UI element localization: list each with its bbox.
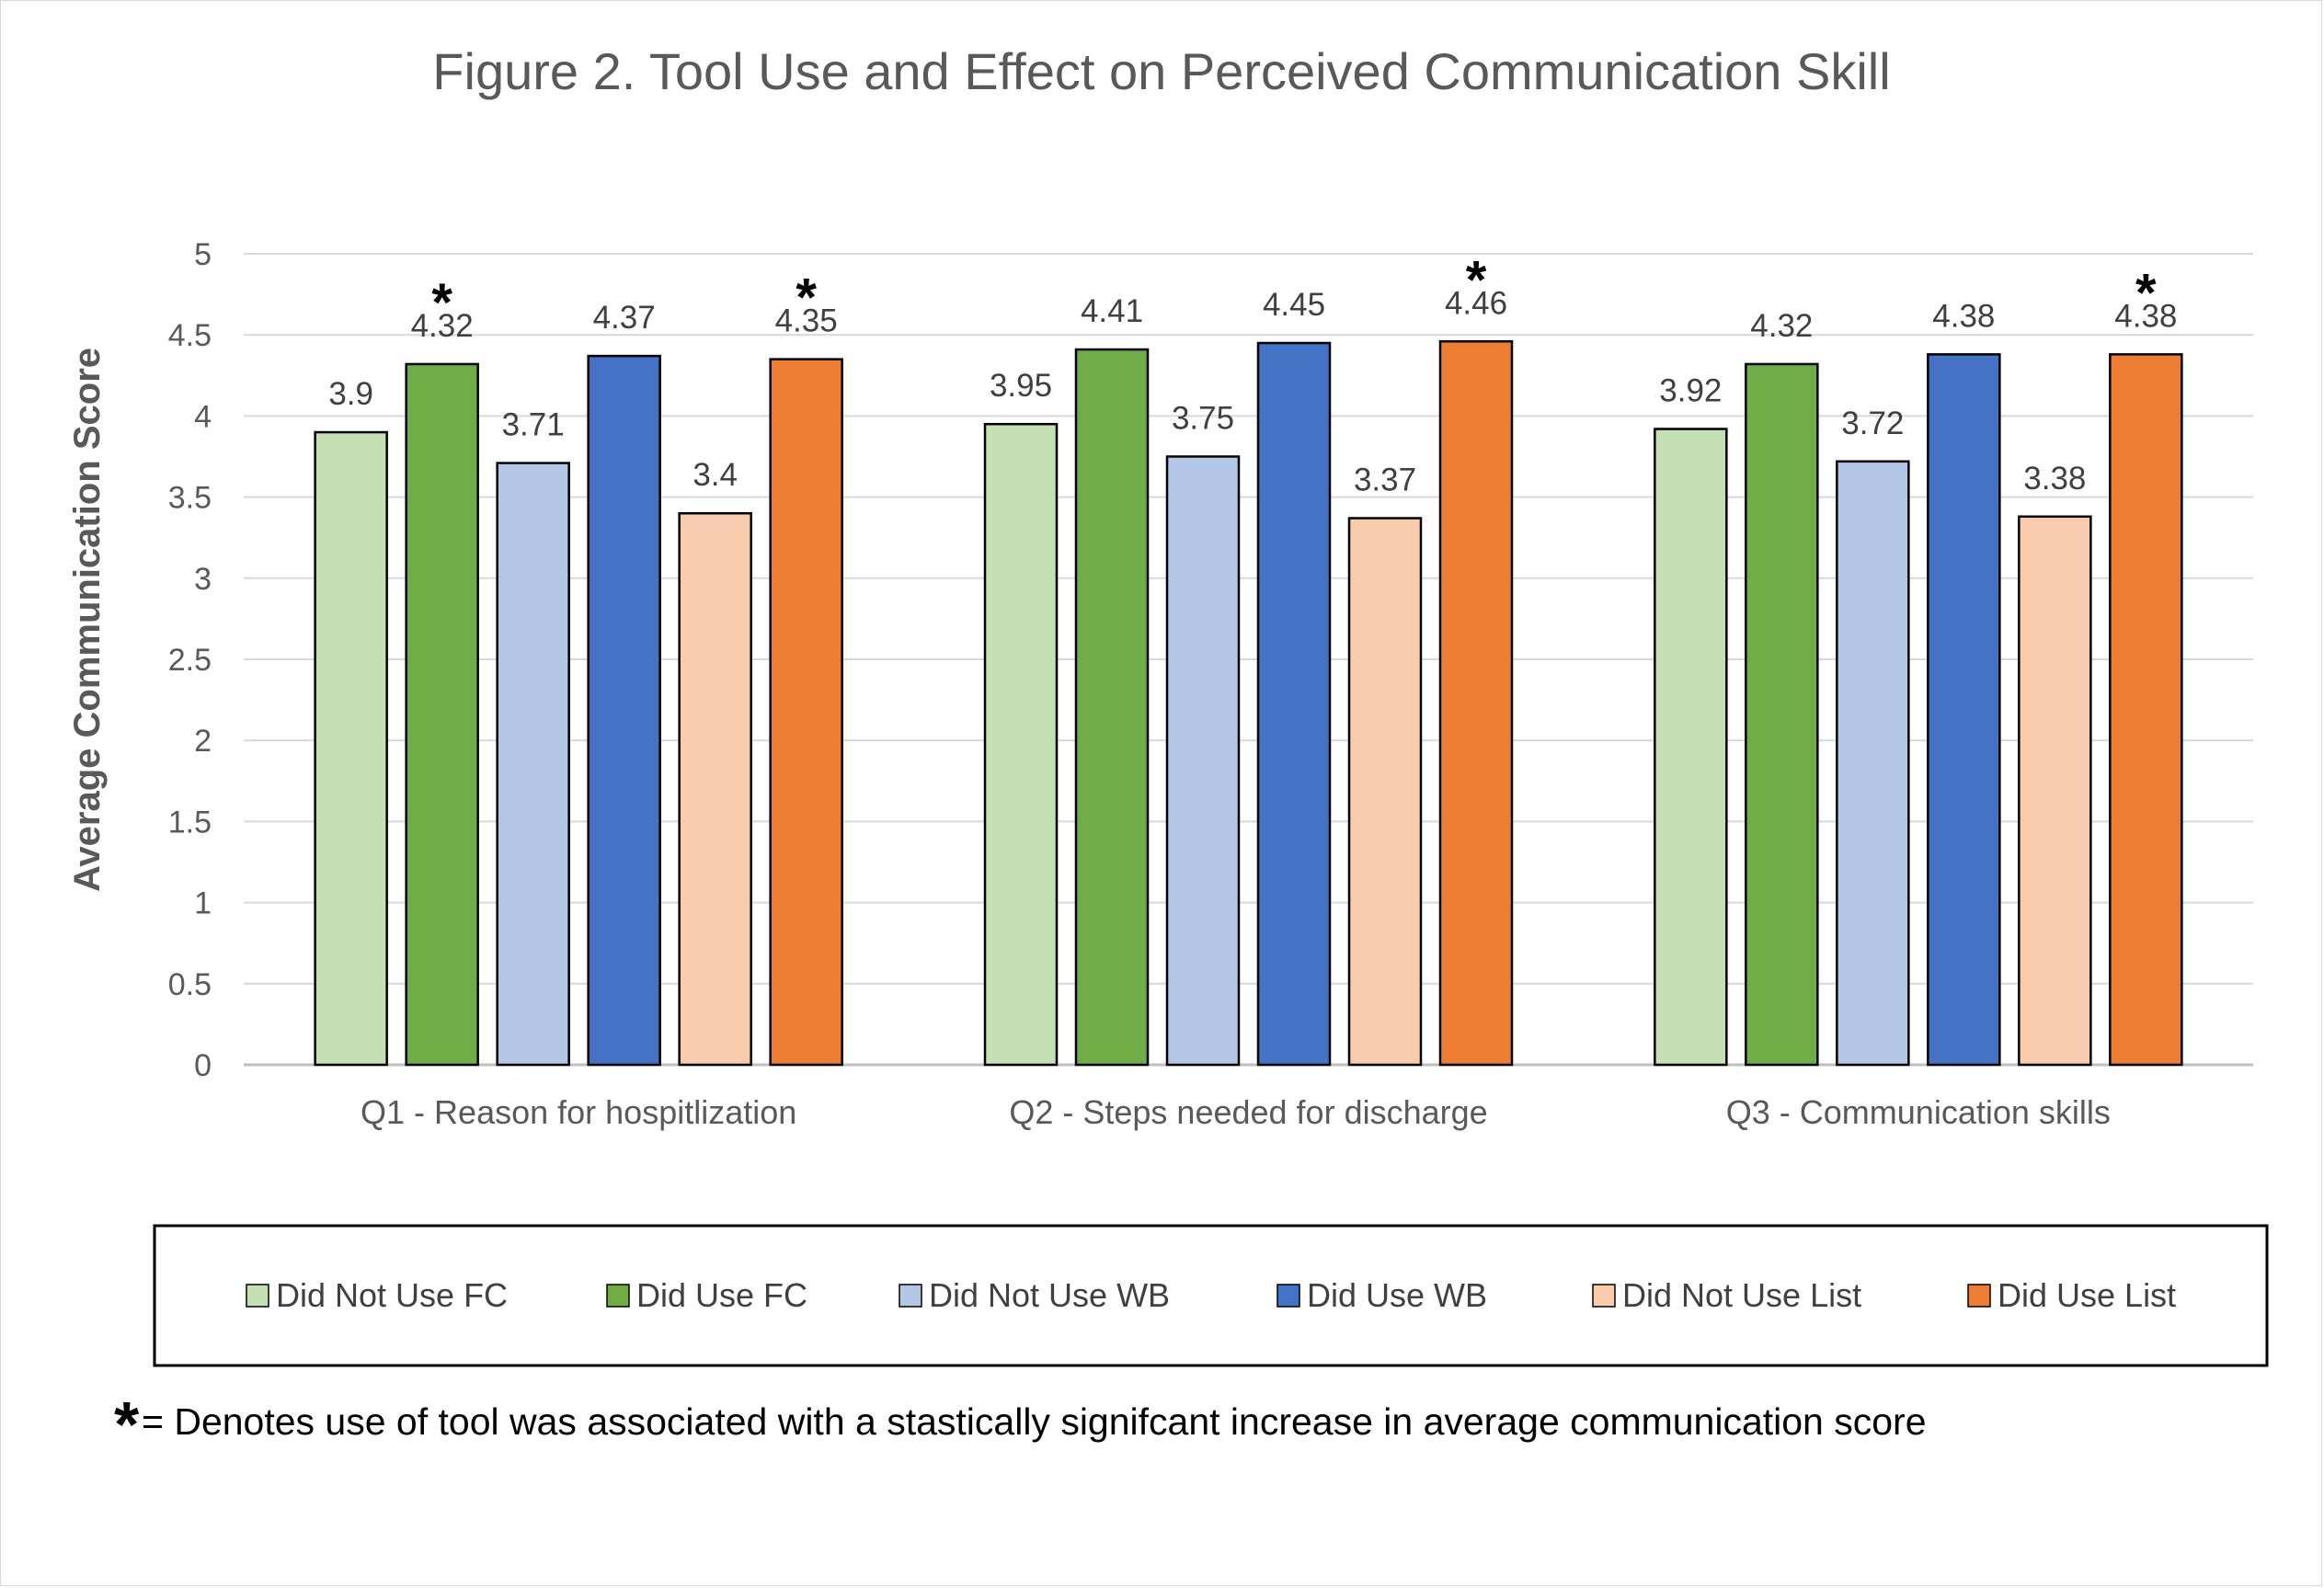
significance-star: * — [796, 268, 817, 328]
bar — [1654, 428, 1728, 1067]
bar — [1165, 455, 1241, 1067]
data-label: 3.4 — [693, 457, 738, 493]
data-label: 4.35 — [775, 303, 838, 339]
significance-star: * — [1466, 250, 1487, 310]
legend-label: Did Use WB — [1307, 1276, 1487, 1314]
footnote-marker: * — [114, 1388, 140, 1460]
y-tick-label: 5 — [194, 237, 212, 272]
bar — [2018, 515, 2092, 1067]
bar — [2109, 353, 2183, 1067]
significance-star: * — [431, 273, 452, 333]
data-label: 4.32 — [411, 308, 474, 344]
y-tick-label: 4.5 — [168, 318, 212, 353]
bar — [587, 354, 661, 1067]
legend-swatch — [606, 1284, 630, 1308]
bar — [314, 430, 388, 1067]
bar — [1836, 460, 1910, 1067]
y-tick-labels: 0 0.5 1 1.5 2 2.5 3 3.5 4 4.5 5 — [168, 237, 212, 1083]
data-labels: 3.9 4.32 3.71 4.37 3.4 4.35 3.95 4.41 3.75 4.45 3.… — [328, 285, 2177, 497]
y-tick-label: 0 — [194, 1048, 212, 1083]
legend: Did Not Use FC Did Use FC Did Not Use WB Di… — [246, 1276, 2176, 1314]
legend-swatch — [246, 1284, 269, 1308]
bar — [678, 511, 752, 1067]
data-label: 4.38 — [1932, 298, 1995, 334]
bars — [314, 340, 2183, 1067]
data-label: 3.37 — [1354, 463, 1416, 498]
significance-star: * — [2135, 263, 2157, 323]
y-tick-label: 0.5 — [168, 967, 212, 1002]
y-tick-label: 1 — [194, 886, 212, 921]
bar — [1927, 353, 2001, 1067]
bar — [769, 358, 843, 1067]
data-label: 4.45 — [1263, 287, 1325, 323]
y-tick-label: 3.5 — [168, 481, 212, 516]
legend-label: Did Not Use List — [1622, 1276, 1861, 1314]
bar — [983, 422, 1059, 1067]
bar — [1074, 348, 1150, 1067]
bar — [1347, 517, 1423, 1067]
footnote-text: = Denotes use of tool was associated wit… — [142, 1400, 1927, 1443]
legend-label: Did Not Use FC — [276, 1276, 508, 1314]
data-label: 4.37 — [593, 300, 656, 336]
data-label: 3.38 — [2023, 461, 2086, 497]
data-label: 4.46 — [1445, 285, 1507, 321]
legend-swatch — [1276, 1284, 1300, 1308]
y-tick-label: 4 — [194, 399, 212, 434]
legend-label: Did Use FC — [636, 1276, 807, 1314]
category-labels: Q1 - Reason for hospitlization Q2 - Steps… — [361, 1093, 2111, 1131]
bar — [1745, 362, 1819, 1067]
gridlines — [244, 253, 2253, 1067]
legend-swatch — [899, 1284, 922, 1308]
significance-markers: * * * * — [431, 250, 2157, 333]
y-tick-label: 2 — [194, 724, 212, 759]
bar — [496, 462, 570, 1067]
category-label: Q1 - Reason for hospitlization — [361, 1093, 796, 1131]
y-tick-label: 3 — [194, 562, 212, 597]
data-label: 3.9 — [328, 376, 373, 412]
bar — [1438, 340, 1514, 1067]
data-label: 4.41 — [1081, 293, 1143, 329]
data-label: 3.95 — [990, 368, 1052, 404]
data-label: 3.92 — [1659, 373, 1722, 409]
legend-label: Did Not Use WB — [929, 1276, 1170, 1314]
chart-title: Figure 2. Tool Use and Effect on Perceiv… — [432, 42, 1890, 100]
legend-box — [153, 1224, 2269, 1367]
legend-label: Did Use List — [1998, 1276, 2176, 1314]
y-tick-label: 1.5 — [168, 805, 212, 840]
category-label: Q2 - Steps needed for discharge — [1009, 1093, 1487, 1131]
category-label: Q3 - Communication skills — [1726, 1093, 2111, 1131]
data-label: 3.71 — [502, 407, 565, 443]
bar — [405, 362, 479, 1067]
y-tick-label: 2.5 — [168, 643, 212, 678]
data-label: 3.75 — [1172, 401, 1234, 437]
data-label: 3.72 — [1841, 406, 1904, 441]
bar — [1256, 341, 1332, 1067]
data-label: 4.32 — [1750, 308, 1813, 344]
legend-swatch — [1967, 1284, 1991, 1308]
legend-swatch — [1592, 1284, 1616, 1308]
y-axis-label: Average Communication Score — [67, 348, 108, 892]
data-label: 4.38 — [2114, 298, 2177, 334]
